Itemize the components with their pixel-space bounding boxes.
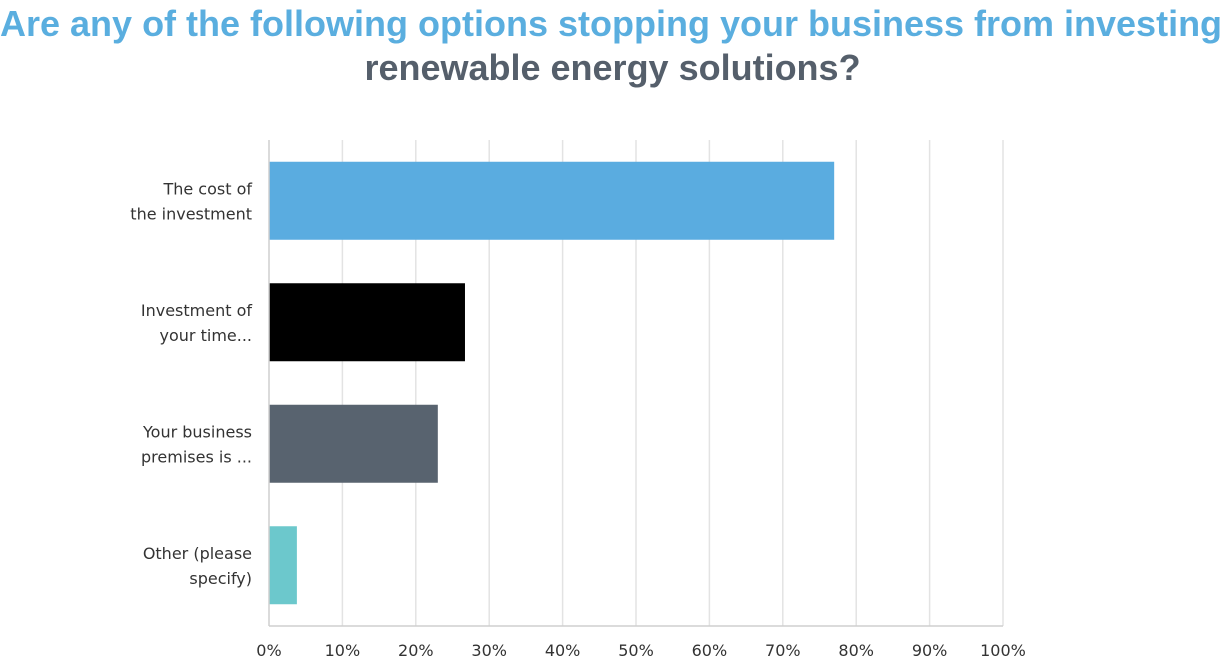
axes — [268, 140, 1003, 627]
chart-title-line2: renewable energy solutions? — [364, 47, 861, 88]
x-tick-label: 70% — [765, 641, 801, 660]
x-tick-label: 50% — [618, 641, 654, 660]
bar — [269, 404, 438, 483]
bars — [269, 161, 835, 605]
chart-title: Are any of the following options stoppin… — [0, 2, 1225, 90]
category-label: Investment of your time... — [141, 301, 253, 345]
x-tick-label: 90% — [912, 641, 948, 660]
x-tick-label: 0% — [256, 641, 281, 660]
x-tick-label: 10% — [325, 641, 361, 660]
x-tick-label: 40% — [545, 641, 581, 660]
x-tick-label: 100% — [980, 641, 1026, 660]
bar — [269, 283, 465, 362]
x-tick-label: 80% — [838, 641, 874, 660]
bar — [269, 526, 297, 605]
x-tick-label: 20% — [398, 641, 434, 660]
category-label: The cost of the investment — [130, 179, 252, 223]
chart-title-line1: Are any of the following options stoppin… — [0, 3, 1225, 44]
x-tick-label: 60% — [692, 641, 728, 660]
category-label: Your business premises is ... — [141, 422, 252, 466]
x-tick-labels: 0% 10% 20% 30% 40% 50% 60% 70% 80% 90% 100% — [256, 641, 1026, 660]
category-labels: The cost of the investment Investment of yo… — [130, 179, 252, 588]
bar — [269, 161, 835, 240]
category-label: Other (please specify) — [143, 544, 252, 588]
x-tick-label: 30% — [471, 641, 507, 660]
